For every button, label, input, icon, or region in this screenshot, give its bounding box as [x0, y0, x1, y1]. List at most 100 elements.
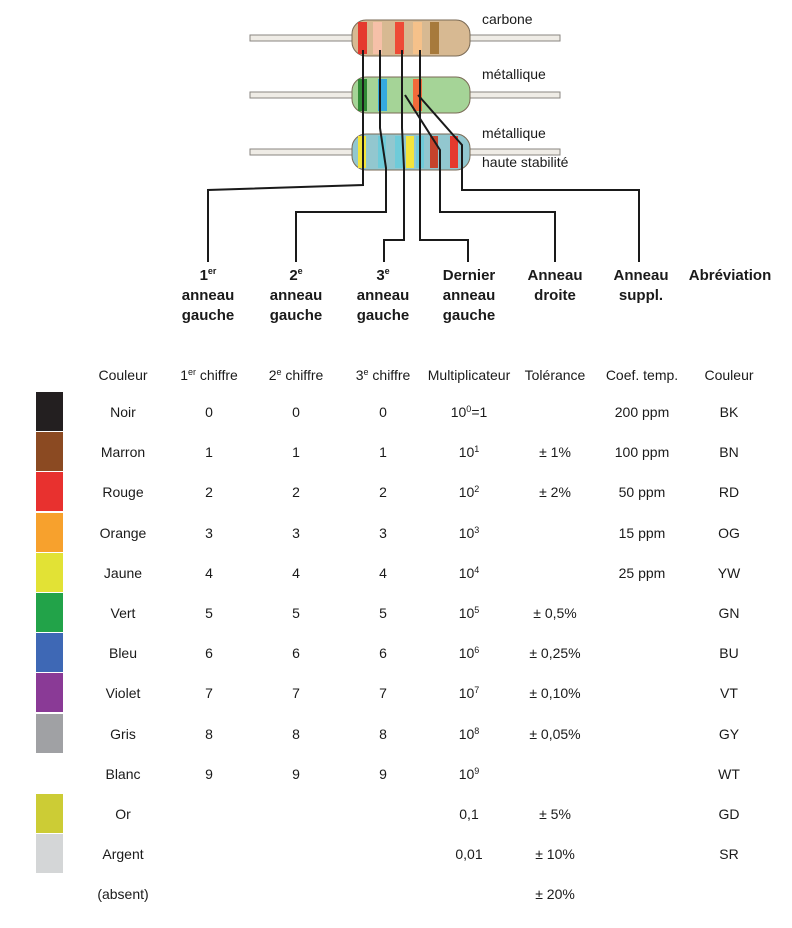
cell-d3: 2 — [379, 484, 387, 501]
cell-abbr: GN — [718, 605, 740, 621]
cell-abbr: VT — [720, 685, 738, 702]
lead-left — [249, 91, 357, 99]
th-multiplier: Multiplicateur — [427, 367, 511, 383]
heading-third-band: 3e anneau gauche — [356, 266, 410, 325]
cell-coef — [594, 804, 690, 824]
cell-tol: ± 2% — [539, 484, 571, 501]
cell-d1: 0 — [205, 404, 213, 420]
cell-tol — [507, 563, 603, 583]
cell-d1: 8 — [205, 725, 213, 742]
table-row: Jaune 4 4 4 104 25 ppm YW — [0, 552, 792, 593]
cell-d1 — [161, 804, 257, 824]
cell-multiplier: 104 — [458, 564, 480, 581]
table-row: Noir 0 0 0 100=1 200 ppm BK — [0, 392, 792, 432]
table-row: Orange 3 3 3 103 15 ppm OG — [0, 512, 792, 553]
color-swatch — [36, 633, 63, 673]
color-swatch — [36, 593, 63, 632]
cell-coef — [594, 683, 690, 703]
cell-name: Rouge — [102, 484, 144, 501]
cell-coef: 100 ppm — [614, 444, 670, 461]
th-third-digit: 3e chiffre — [355, 367, 411, 383]
connector-tolerance-band — [404, 94, 556, 262]
cell-multiplier: 109 — [458, 765, 480, 782]
color-band — [395, 22, 404, 54]
cell-coef — [594, 844, 690, 864]
cell-coef — [594, 643, 690, 663]
cell-abbr — [681, 884, 777, 904]
cell-tol: ± 1% — [539, 444, 571, 461]
cell-abbr: BK — [719, 404, 739, 420]
color-band — [430, 79, 439, 111]
cell-coef — [594, 884, 690, 904]
heading-second-band: 2e anneau gauche — [269, 266, 323, 325]
cell-d2 — [248, 884, 344, 904]
th-tolerance: Tolérance — [524, 367, 586, 383]
cell-d2: 0 — [292, 404, 300, 420]
color-swatch — [36, 794, 63, 833]
cell-d2: 4 — [292, 564, 300, 581]
table-row: Bleu 6 6 6 106 ± 0,25% BU — [0, 633, 792, 673]
color-band — [373, 22, 382, 54]
cell-d1: 1 — [205, 444, 213, 461]
cell-abbr: SR — [719, 846, 739, 863]
cell-d2: 8 — [292, 725, 300, 742]
cell-name: Marron — [100, 444, 146, 461]
heading-suppl-band: Anneau suppl. — [613, 267, 669, 304]
cell-multiplier: 103 — [458, 524, 480, 541]
cell-tol — [507, 523, 603, 543]
cell-abbr: OG — [718, 524, 740, 541]
cell-d2: 9 — [292, 765, 300, 782]
th-temp-coef: Coef. temp. — [605, 367, 679, 383]
cell-d2: 7 — [292, 685, 300, 702]
color-swatch — [36, 432, 63, 472]
cell-coef: 15 ppm — [618, 524, 666, 541]
cell-tol: ± 0,05% — [529, 725, 581, 742]
table-row: Argent 0,01 ± 10% SR — [0, 834, 792, 874]
cell-d1: 2 — [205, 484, 213, 501]
cell-d3: 8 — [379, 725, 387, 742]
cell-d3 — [335, 844, 431, 864]
label-haute-stabilite: haute stabilité — [482, 154, 569, 170]
color-band — [406, 136, 414, 168]
label-metallique: métallique — [482, 66, 546, 82]
cell-d3: 9 — [379, 765, 387, 782]
color-swatch — [36, 834, 63, 874]
heading-last-band: Dernier anneau gauche — [442, 267, 496, 324]
color-swatch — [36, 753, 63, 793]
connector-suppl-band — [417, 94, 640, 262]
resistor-metal-film — [249, 76, 561, 114]
cell-multiplier: 101 — [458, 444, 480, 461]
cell-d3: 5 — [379, 605, 387, 621]
cell-d1: 3 — [205, 524, 213, 541]
th-couleur: Couleur — [98, 367, 148, 383]
cell-tol: ± 20% — [535, 886, 575, 903]
cell-d1: 9 — [205, 765, 213, 782]
cell-tol — [507, 764, 603, 784]
color-band — [413, 79, 422, 111]
table-row: Rouge 2 2 2 102 ± 2% 50 ppm RD — [0, 472, 792, 512]
cell-name: Vert — [110, 605, 136, 621]
heading-abbreviation: Abréviation — [688, 267, 772, 284]
cell-d1 — [161, 844, 257, 864]
cell-d2 — [248, 804, 344, 824]
cell-d2: 3 — [292, 524, 300, 541]
cell-multiplier: 107 — [458, 685, 480, 702]
color-band — [358, 22, 367, 54]
color-band — [430, 136, 438, 168]
cell-multiplier: 106 — [458, 645, 480, 662]
cell-d3: 3 — [379, 524, 387, 541]
resistor-carbon — [249, 19, 561, 57]
cell-name: Jaune — [103, 564, 143, 581]
color-band — [450, 136, 458, 168]
cell-tol: ± 0,25% — [529, 645, 581, 662]
connector-multiplier-band — [419, 50, 469, 262]
cell-d2: 1 — [292, 444, 300, 461]
color-band — [395, 136, 403, 168]
cell-abbr: WT — [718, 765, 740, 782]
color-band — [378, 136, 386, 168]
cell-d1: 4 — [205, 564, 213, 581]
table-row: Or 0,1 ± 5% GD — [0, 794, 792, 834]
cell-name: (absent) — [97, 886, 149, 903]
table-row: Blanc 9 9 9 109 WT — [0, 753, 792, 794]
connector-lines — [207, 50, 640, 262]
